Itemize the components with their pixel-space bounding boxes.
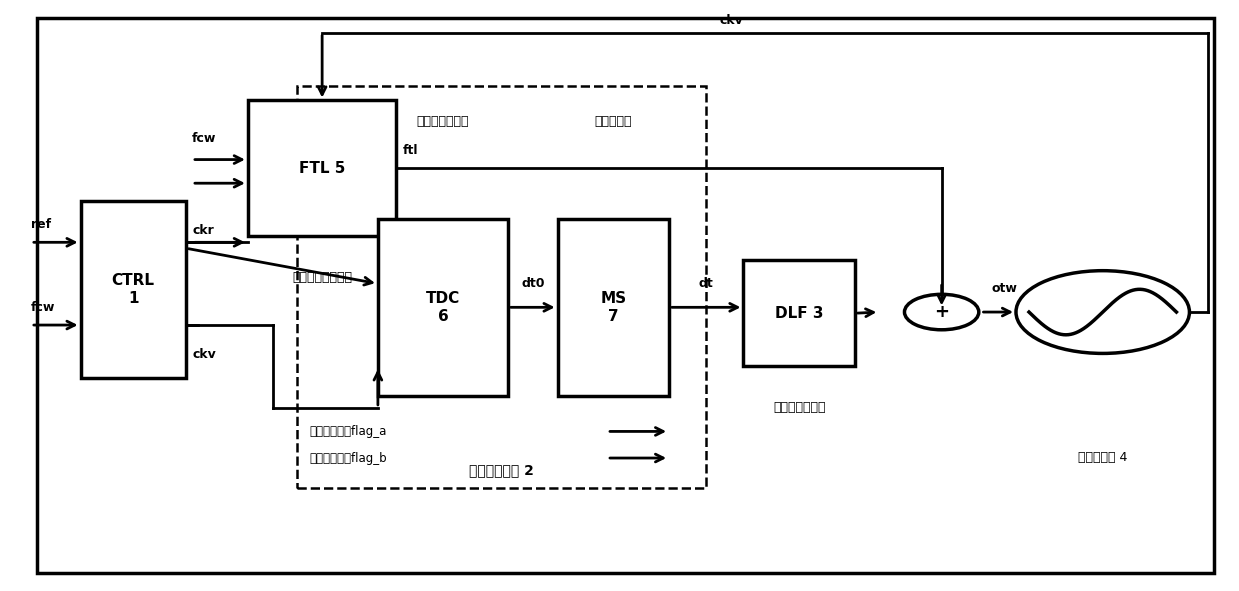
- Text: CTRL
1: CTRL 1: [112, 274, 155, 306]
- Ellipse shape: [904, 294, 979, 330]
- Text: TDC
6: TDC 6: [426, 291, 460, 323]
- Text: 数控振荡器 4: 数控振荡器 4: [1078, 452, 1127, 465]
- Text: ckr: ckr: [192, 224, 214, 237]
- Text: FTL 5: FTL 5: [299, 161, 346, 176]
- Text: 第二标志信号flag_b: 第二标志信号flag_b: [310, 452, 388, 465]
- Text: ftl: ftl: [403, 144, 419, 157]
- Text: 亚采样鉴相器 2: 亚采样鉴相器 2: [470, 463, 534, 477]
- Bar: [558, 219, 669, 396]
- Text: 时间数字转换器: 时间数字转换器: [416, 115, 470, 128]
- Text: ref: ref: [31, 218, 51, 231]
- Text: dt0: dt0: [522, 277, 544, 290]
- Bar: [743, 260, 855, 366]
- Text: 数字环路滤波器: 数字环路滤波器: [773, 401, 825, 414]
- Text: ckv: ckv: [719, 14, 743, 27]
- Text: ckv: ckv: [192, 348, 216, 361]
- Bar: [297, 86, 706, 488]
- Text: 模式切换器: 模式切换器: [595, 115, 632, 128]
- Bar: [81, 201, 186, 378]
- Text: 辅助频率锁定电路: 辅助频率锁定电路: [292, 271, 352, 284]
- Text: fcw: fcw: [31, 301, 56, 314]
- Bar: [248, 100, 396, 236]
- Text: dt: dt: [699, 277, 714, 290]
- Text: fcw: fcw: [192, 132, 217, 145]
- Text: +: +: [934, 303, 949, 321]
- Text: DLF 3: DLF 3: [774, 306, 824, 321]
- Ellipse shape: [1016, 271, 1189, 353]
- Bar: [378, 219, 508, 396]
- Text: 第一标志信号flag_a: 第一标志信号flag_a: [310, 425, 387, 438]
- Text: MS
7: MS 7: [600, 291, 627, 323]
- Text: otw: otw: [991, 282, 1017, 295]
